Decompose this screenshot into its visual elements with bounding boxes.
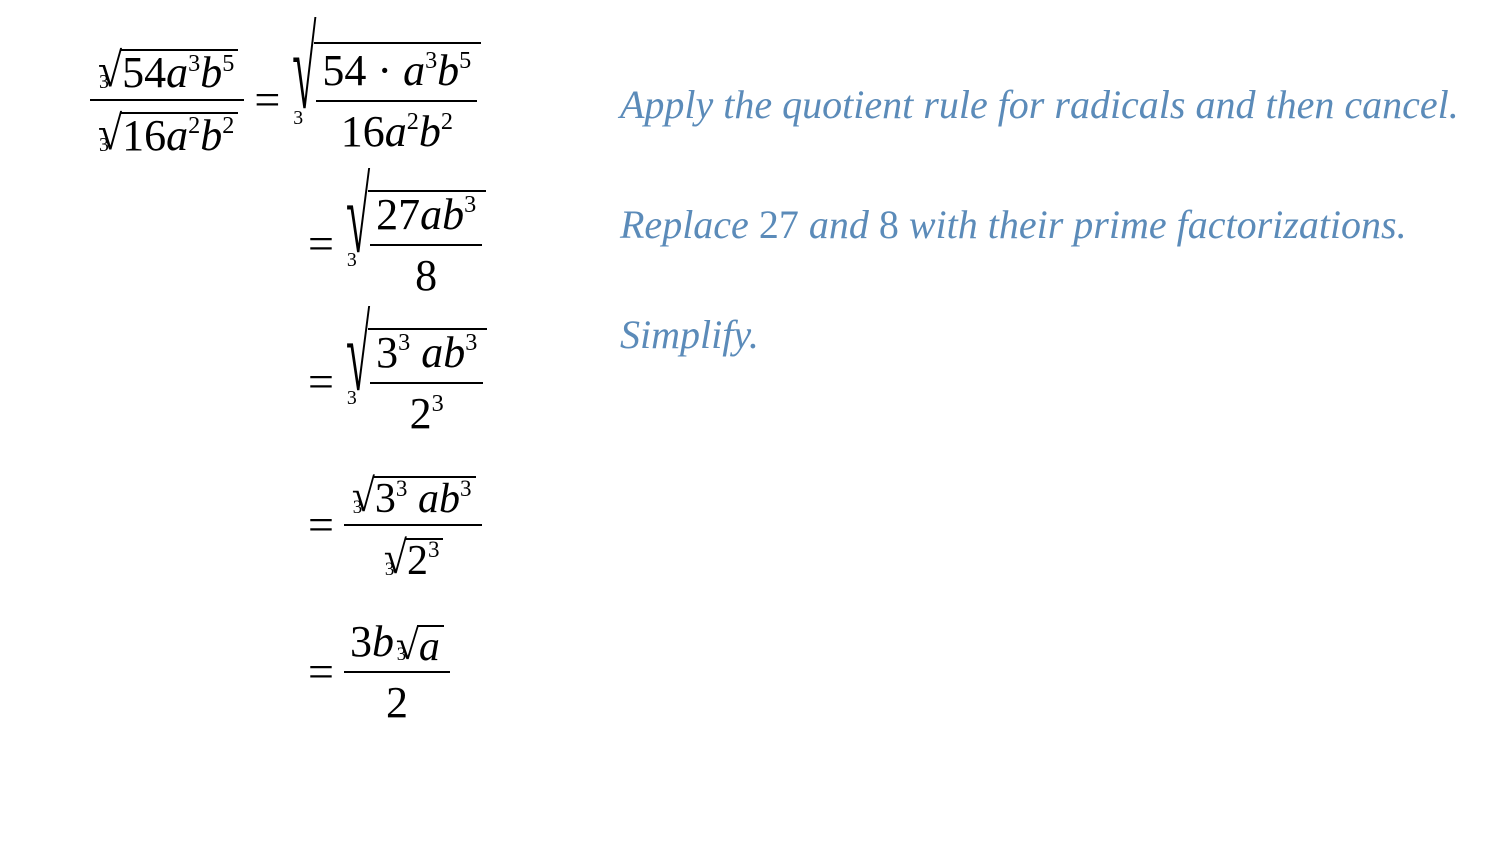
- root-index: 3: [99, 71, 109, 94]
- equals-sign: =: [298, 355, 344, 408]
- rhs-num: 33 ab3: [370, 325, 483, 380]
- math-line-1: 3 √ 54a3b5 3 √ 16a2b2: [90, 40, 610, 160]
- cube-root: 3 √ 23: [382, 538, 444, 582]
- cube-root: 3 √ 33 ab3: [350, 476, 476, 520]
- cube-root: 3 √ 54a3b5: [96, 49, 238, 95]
- note-text: Replace: [620, 202, 759, 247]
- note-number: 27: [759, 202, 799, 247]
- equals-sign: =: [298, 498, 344, 551]
- root-index: 3: [397, 644, 406, 666]
- rhs-fraction: 27ab3 8: [370, 187, 482, 303]
- top-radicand: 33 ab3: [375, 475, 472, 523]
- lhs-den: 16a2b2: [122, 110, 234, 161]
- rhs-den: 23: [404, 386, 450, 441]
- cube-root: 3 √ 16a2b2: [96, 112, 238, 158]
- math-line-4: = 3 √ 33 ab3 3 √: [298, 466, 610, 584]
- math-line-2: = 3 √ 27ab3 8: [298, 190, 610, 298]
- rhs-den: 16a2b2: [335, 104, 459, 159]
- rhs-num: 27ab3: [370, 187, 482, 242]
- rhs-den: 8: [409, 248, 443, 303]
- rhs-fraction: 54 · a3b5 16a2b2: [316, 43, 477, 159]
- rhs-num: 54 · a3b5: [316, 43, 477, 98]
- root-index: 3: [347, 387, 357, 410]
- math-line-3: = 3 √ 33 ab3 23: [298, 328, 610, 436]
- final-fraction: 3b 3 √ a 2: [344, 614, 450, 730]
- cube-root-of-fraction: 3 √ 27ab3 8: [344, 190, 486, 298]
- final-coef: 3b: [350, 617, 394, 666]
- root-index: 3: [293, 107, 303, 130]
- note-text: with their prime factorizations.: [899, 202, 1407, 247]
- cube-root-of-fraction: 3 √ 54 · a3b5 16a2b2: [290, 42, 481, 158]
- final-den: 2: [380, 675, 414, 730]
- fraction-of-roots: 3 √ 33 ab3 3 √ 23: [344, 466, 482, 584]
- equals-sign: =: [244, 73, 290, 126]
- note-line-3: Simplify.: [620, 310, 1460, 360]
- math-column: 3 √ 54a3b5 3 √ 16a2b2: [90, 40, 610, 760]
- note-text: and: [799, 202, 879, 247]
- equals-sign: =: [298, 645, 344, 698]
- rhs-fraction: 33 ab3 23: [370, 325, 483, 441]
- bot-radicand: 23: [407, 537, 440, 585]
- root-index: 3: [385, 559, 394, 581]
- note-line-2: Replace 27 and 8 with their prime factor…: [620, 200, 1460, 250]
- notes-column: Apply the quotient rule for radicals and…: [620, 60, 1460, 360]
- final-radicand: a: [419, 623, 440, 671]
- root-index: 3: [353, 497, 362, 519]
- root-index: 3: [347, 249, 357, 272]
- root-index: 3: [99, 134, 109, 157]
- math-line-5: = 3b 3 √ a 2: [298, 614, 610, 730]
- note-line-1: Apply the quotient rule for radicals and…: [620, 80, 1460, 130]
- lhs-num: 54a3b5: [122, 47, 234, 98]
- cube-root: 3 √ a: [394, 625, 444, 667]
- equals-sign: =: [298, 217, 344, 270]
- note-number: 8: [879, 202, 899, 247]
- page: 3 √ 54a3b5 3 √ 16a2b2: [0, 0, 1500, 863]
- cube-root-of-fraction: 3 √ 33 ab3 23: [344, 328, 487, 436]
- lhs-fraction: 3 √ 54a3b5 3 √ 16a2b2: [90, 40, 244, 160]
